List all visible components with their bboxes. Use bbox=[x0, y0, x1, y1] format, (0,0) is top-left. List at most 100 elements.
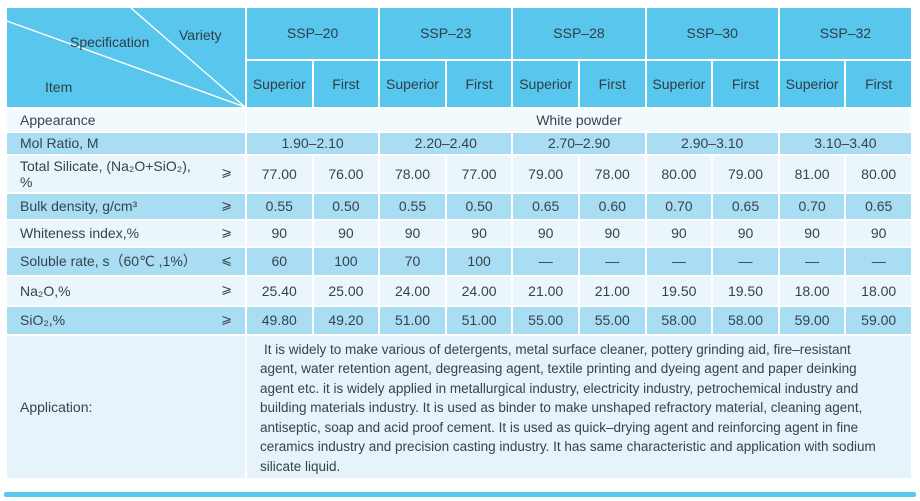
application-text: It is widely to make various of detergen… bbox=[260, 341, 876, 474]
gte-symbol: ⩾ bbox=[221, 165, 232, 181]
value-cell: 78.00 bbox=[380, 156, 445, 192]
grade-header: Superior bbox=[380, 61, 445, 107]
value-cell: 18.00 bbox=[846, 277, 911, 305]
value-cell: 78.00 bbox=[579, 156, 645, 192]
value-cell: 55.00 bbox=[513, 307, 578, 334]
bottom-accent-bar bbox=[4, 492, 916, 497]
table-header: Specification Variety Item SSP–20 SSP–23… bbox=[7, 8, 911, 107]
value-cell: 49.80 bbox=[247, 307, 312, 334]
value-cell: 59.00 bbox=[779, 307, 845, 334]
value-cell: 0.65 bbox=[713, 194, 778, 219]
value-cell: 79.00 bbox=[713, 156, 778, 192]
row-label-na2o: Na₂O,% ⩾ bbox=[7, 277, 245, 305]
row-label-bulk-density: Bulk density, g/cm³ ⩾ bbox=[7, 194, 245, 219]
value-cell: 0.70 bbox=[779, 194, 845, 219]
row-label-text: Soluble rate, s（60℃ ,1%） bbox=[20, 253, 197, 270]
corner-label-specification: Specification bbox=[70, 34, 150, 50]
value-cell: 77.00 bbox=[247, 156, 312, 192]
value-cell: 51.00 bbox=[446, 307, 512, 334]
value-cell: — bbox=[513, 248, 578, 275]
header-group-ssp-28: SSP–28 bbox=[513, 8, 645, 59]
value-cell: 90 bbox=[446, 221, 512, 246]
row-label-text: Bulk density, g/cm³ bbox=[20, 198, 138, 215]
value-cell: 0.65 bbox=[513, 194, 578, 219]
value-cell: 90 bbox=[513, 221, 578, 246]
value-cell: 49.20 bbox=[313, 307, 379, 334]
gte-symbol: ⩾ bbox=[221, 312, 232, 328]
value-cell: 90 bbox=[579, 221, 645, 246]
header-group-ssp-23: SSP–23 bbox=[380, 8, 512, 59]
value-cell: 0.65 bbox=[846, 194, 911, 219]
gte-symbol: ⩾ bbox=[221, 198, 232, 214]
corner-label-item: Item bbox=[45, 79, 73, 95]
value-cell: 21.00 bbox=[579, 277, 645, 305]
row-label-mol-ratio: Mol Ratio, M bbox=[7, 133, 245, 154]
value-cell: 19.50 bbox=[713, 277, 778, 305]
value-cell: 19.50 bbox=[646, 277, 712, 305]
value-cell: 2.70–2.90 bbox=[513, 133, 645, 154]
application-text-cell: It is widely to make various of detergen… bbox=[247, 336, 911, 478]
row-label-total-silicate: Total Silicate, (Na₂O+SiO₂), % ⩾ bbox=[7, 156, 245, 192]
row-label-text: Na₂O,% bbox=[20, 282, 71, 299]
grade-header: First bbox=[313, 61, 379, 107]
value-cell: 77.00 bbox=[446, 156, 512, 192]
row-label-whiteness: Whiteness index,% ⩾ bbox=[7, 221, 245, 246]
value-cell: 0.55 bbox=[247, 194, 312, 219]
value-cell: 80.00 bbox=[846, 156, 911, 192]
value-cell: 76.00 bbox=[313, 156, 379, 192]
corner-label-variety: Variety bbox=[179, 27, 222, 43]
value-cell: — bbox=[779, 248, 845, 275]
grade-header: First bbox=[846, 61, 911, 107]
value-cell: 51.00 bbox=[380, 307, 445, 334]
diagonal-divider-lines bbox=[7, 8, 245, 107]
value-cell: 55.00 bbox=[579, 307, 645, 334]
grade-header: First bbox=[579, 61, 645, 107]
row-label-application: Application: bbox=[7, 336, 245, 478]
grade-header: Superior bbox=[646, 61, 712, 107]
value-cell: 2.20–2.40 bbox=[380, 133, 512, 154]
row-label-appearance: Appearance bbox=[7, 109, 245, 131]
value-cell: 90 bbox=[846, 221, 911, 246]
value-cell: 90 bbox=[313, 221, 379, 246]
value-cell: — bbox=[579, 248, 645, 275]
value-cell: 25.00 bbox=[313, 277, 379, 305]
value-cell: 2.90–3.10 bbox=[646, 133, 778, 154]
table-body: Appearance White powder Mol Ratio, M 1.9… bbox=[7, 109, 911, 478]
diagonal-header-cell: Specification Variety Item bbox=[7, 8, 245, 107]
grade-header: First bbox=[713, 61, 778, 107]
value-cell: 1.90–2.10 bbox=[247, 133, 379, 154]
header-group-ssp-30: SSP–30 bbox=[646, 8, 778, 59]
value-cell: — bbox=[713, 248, 778, 275]
row-label-text: Total Silicate, (Na₂O+SiO₂), % bbox=[20, 157, 191, 190]
value-cell: 24.00 bbox=[446, 277, 512, 305]
header-group-ssp-32: SSP–32 bbox=[779, 8, 911, 59]
row-label-sio2: SiO₂,% ⩾ bbox=[7, 307, 245, 334]
value-cell: 59.00 bbox=[846, 307, 911, 334]
grade-header: Superior bbox=[513, 61, 578, 107]
value-cell: 81.00 bbox=[779, 156, 845, 192]
value-cell: 24.00 bbox=[380, 277, 445, 305]
value-cell: 3.10–3.40 bbox=[779, 133, 911, 154]
value-cell: 58.00 bbox=[646, 307, 712, 334]
value-cell: 0.60 bbox=[579, 194, 645, 219]
grade-header: Superior bbox=[779, 61, 845, 107]
value-cell: 0.50 bbox=[313, 194, 379, 219]
row-label-text: Whiteness index,% bbox=[20, 225, 140, 242]
value-cell: 0.70 bbox=[646, 194, 712, 219]
header-group-ssp-20: SSP–20 bbox=[247, 8, 379, 59]
gte-symbol: ⩾ bbox=[221, 225, 232, 241]
row-label-soluble-rate: Soluble rate, s（60℃ ,1%） ⩽ bbox=[7, 248, 245, 275]
gte-symbol: ⩾ bbox=[221, 282, 232, 298]
value-cell: 21.00 bbox=[513, 277, 578, 305]
value-cell: 0.55 bbox=[380, 194, 445, 219]
row-label-text: SiO₂,% bbox=[20, 312, 66, 329]
value-cell: 100 bbox=[313, 248, 379, 275]
value-cell: 58.00 bbox=[713, 307, 778, 334]
value-cell: — bbox=[846, 248, 911, 275]
value-cell: 90 bbox=[713, 221, 778, 246]
value-cell: 90 bbox=[380, 221, 445, 246]
value-cell: 90 bbox=[646, 221, 712, 246]
grade-header: Superior bbox=[247, 61, 312, 107]
value-cell: — bbox=[646, 248, 712, 275]
